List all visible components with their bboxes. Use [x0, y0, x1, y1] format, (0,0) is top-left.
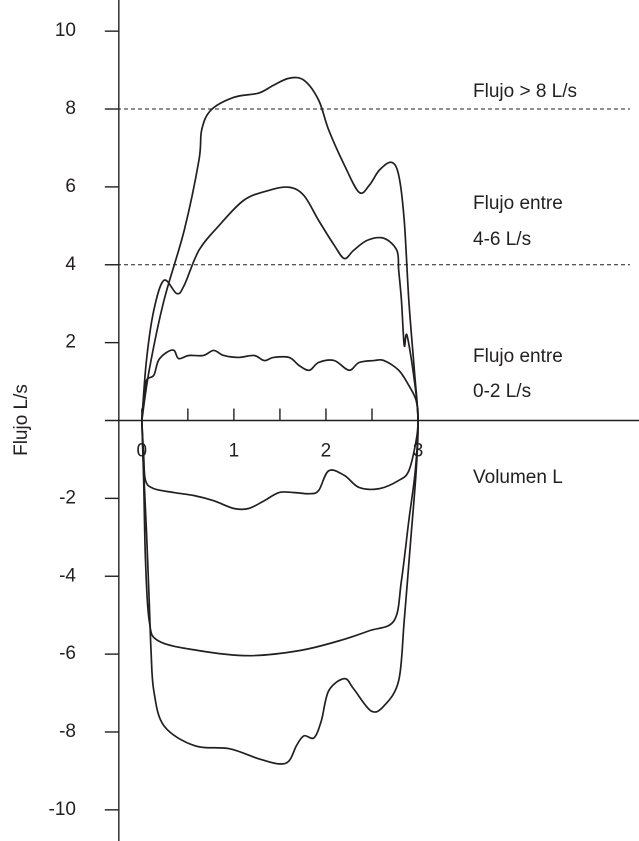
y-axis-label: Flujo L/s [11, 384, 32, 456]
y-tick-label: 8 [65, 98, 76, 119]
annotation: 4-6 L/s [473, 229, 531, 250]
y-tick-label: -6 [59, 643, 76, 664]
annotation: Flujo > 8 L/s [473, 81, 577, 102]
flow-volume-loop [140, 76, 419, 765]
y-tick-label: 2 [65, 332, 76, 353]
x-axis-label: Volumen L [473, 467, 563, 488]
flow-volume-loop [140, 186, 419, 657]
y-tick-label: 10 [55, 20, 76, 41]
annotation: 0-2 L/s [473, 381, 531, 402]
y-tick-label: -10 [49, 799, 76, 820]
annotation: Flujo entre [473, 193, 563, 214]
y-tick-label: -2 [59, 487, 76, 508]
flow-volume-loop [140, 349, 419, 511]
x-tick-label: 1 [229, 441, 240, 462]
y-tick-label: 4 [65, 254, 76, 275]
annotation: Flujo entre [473, 346, 563, 367]
y-tick-label: -8 [59, 721, 76, 742]
y-tick-label: 6 [65, 176, 76, 197]
y-tick-label: -4 [59, 565, 76, 586]
x-tick-label: 2 [321, 441, 332, 462]
x-tick-label: 0 [137, 441, 148, 462]
